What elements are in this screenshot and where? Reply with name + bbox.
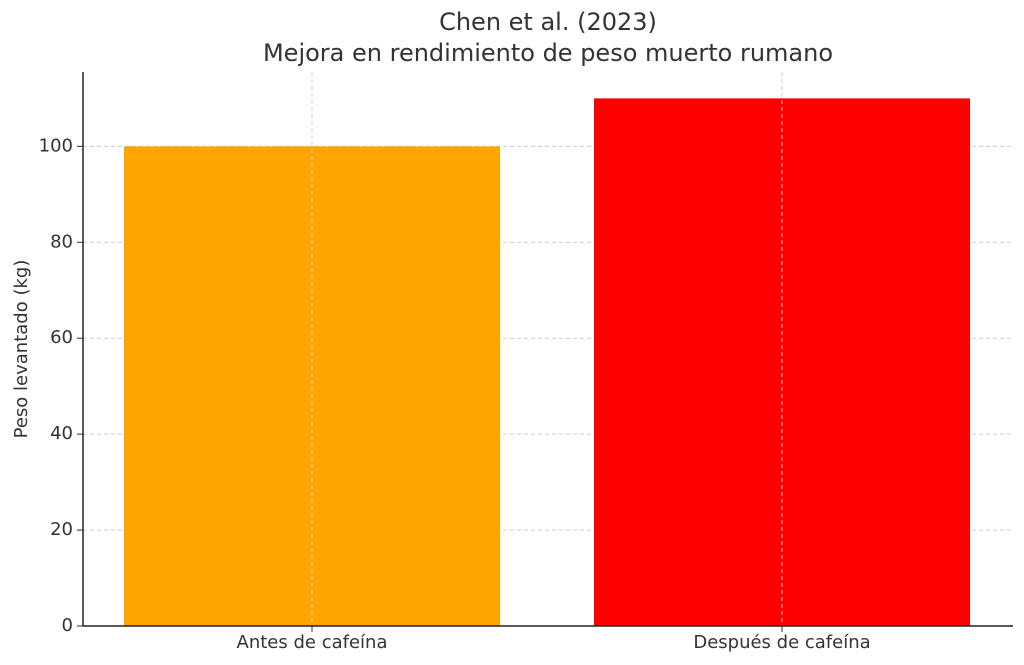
chart-title: Mejora en rendimiento de peso muerto rum…: [263, 39, 833, 67]
y-tick-label: 100: [39, 135, 73, 156]
bar: [124, 146, 500, 626]
y-axis-label: Peso levantado (kg): [11, 260, 32, 439]
y-tick-label: 0: [62, 615, 73, 636]
y-tick-label: 20: [50, 519, 73, 540]
x-tick-label: Después de cafeína: [693, 632, 870, 653]
x-tick-label: Antes de cafeína: [237, 632, 388, 653]
y-tick-label: 60: [50, 327, 73, 348]
y-tick-label: 40: [50, 423, 73, 444]
chart-title: Chen et al. (2023): [439, 8, 657, 36]
y-tick-label: 80: [50, 231, 73, 252]
